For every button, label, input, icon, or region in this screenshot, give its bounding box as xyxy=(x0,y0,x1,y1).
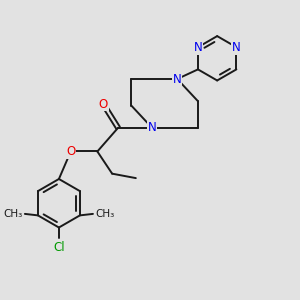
Text: O: O xyxy=(99,98,108,111)
Text: Cl: Cl xyxy=(53,241,65,254)
Text: N: N xyxy=(194,41,202,54)
Text: N: N xyxy=(173,73,182,85)
Text: N: N xyxy=(232,41,241,54)
Text: N: N xyxy=(148,121,157,134)
Text: CH₃: CH₃ xyxy=(3,209,22,219)
Text: CH₃: CH₃ xyxy=(95,209,115,219)
Text: O: O xyxy=(66,145,75,158)
